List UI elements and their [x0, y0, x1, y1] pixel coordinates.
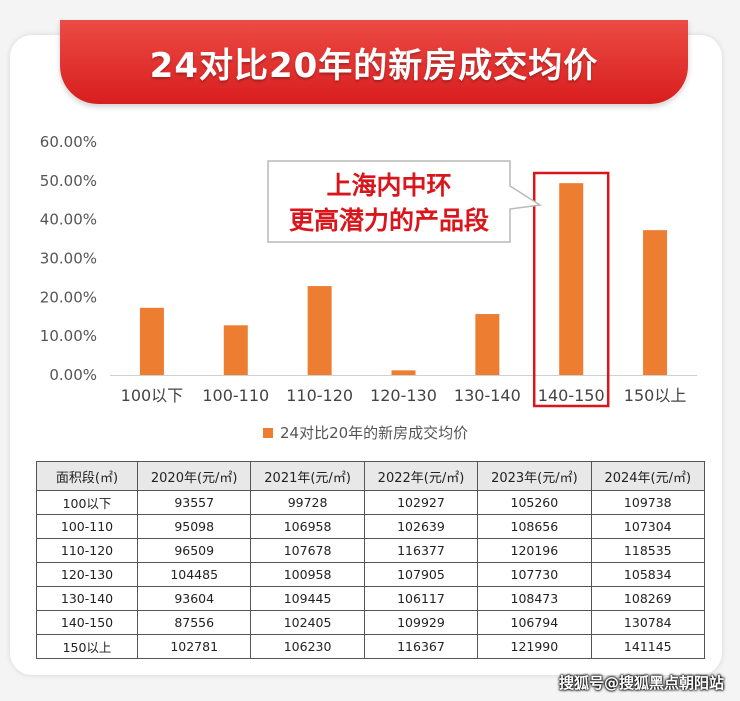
table-cell: 120196	[477, 538, 592, 563]
table-cell: 118535	[590, 538, 706, 563]
y-tick-label: 10.00%	[40, 327, 97, 345]
table-cell: 100以下	[36, 490, 138, 515]
table-cell: 141145	[590, 634, 706, 659]
y-tick-label: 20.00%	[40, 288, 97, 306]
table-cell: 99728	[250, 490, 365, 515]
table-row: 120-130 104485 100958 107905 107730 105834	[36, 562, 706, 587]
x-tick-label: 100-110	[202, 386, 269, 405]
y-tick-label: 50.00%	[40, 172, 97, 190]
table-cell: 93604	[136, 586, 252, 611]
table-cell: 96509	[136, 538, 252, 563]
table-cell: 100958	[250, 562, 365, 587]
table-cell: 104485	[136, 562, 252, 587]
highlight-frame	[532, 171, 610, 408]
x-tick-label: 110-120	[286, 386, 353, 405]
price-table: 面积段(㎡) 2020年(元/㎡) 2021年(元/㎡) 2022年(元/㎡) …	[36, 461, 706, 659]
legend-label: 24对比20年的新房成交均价	[280, 424, 468, 442]
table-row: 100-110 95098 106958 102639 108656 107304	[36, 514, 706, 539]
table-cell: 87556	[136, 610, 252, 635]
table-cell: 102405	[250, 610, 365, 635]
x-tick-label: 150以上	[624, 386, 687, 405]
legend-swatch	[263, 428, 273, 438]
table-cell: 106958	[250, 514, 365, 539]
bar	[559, 183, 584, 375]
table-row: 150以上 102781 106230 116367 121990 141145	[36, 634, 706, 659]
bar	[223, 325, 248, 375]
table-cell: 109445	[250, 586, 365, 611]
table-cell: 106794	[477, 610, 592, 635]
table-cell: 120-130	[36, 562, 138, 587]
table-cell: 109738	[590, 490, 706, 515]
table-row: 130-140 93604 109445 106117 108473 108269	[36, 586, 706, 611]
table-cell: 107905	[363, 562, 479, 587]
callout-bubble	[267, 160, 543, 243]
callout-line-2: 更高潜力的产品段	[289, 206, 489, 235]
table-header-cell: 2024年(元/㎡)	[590, 461, 706, 491]
watermark: 搜狐号@搜狐黑点朝阳站	[558, 674, 724, 692]
callout-line-1: 上海内中环	[326, 171, 451, 200]
table-cell: 108473	[477, 586, 592, 611]
bar	[139, 307, 164, 375]
table-row: 140-150 87556 102405 109929 106794 130784	[36, 610, 706, 635]
table-cell: 150以上	[36, 634, 138, 659]
table-header-cell: 面积段(㎡)	[36, 461, 138, 491]
table-cell: 105834	[590, 562, 706, 587]
table-cell: 109929	[363, 610, 479, 635]
table-cell: 106230	[250, 634, 365, 659]
table-cell: 102781	[136, 634, 252, 659]
table-cell: 102639	[363, 514, 479, 539]
table-cell: 93557	[136, 490, 252, 515]
x-tick-label: 130-140	[454, 386, 521, 405]
chart-title: 24对比20年的新房成交均价	[149, 45, 599, 86]
bar	[307, 286, 332, 375]
y-tick-label: 60.00%	[40, 133, 97, 151]
table-header-cell: 2023年(元/㎡)	[477, 461, 592, 491]
table-header-row: 面积段(㎡) 2020年(元/㎡) 2021年(元/㎡) 2022年(元/㎡) …	[36, 461, 706, 491]
table-cell: 130784	[590, 610, 706, 635]
y-tick-label: 30.00%	[40, 250, 97, 268]
x-tick-label: 120-130	[370, 386, 437, 405]
table-cell: 110-120	[36, 538, 138, 563]
table-cell: 107730	[477, 562, 592, 587]
table-cell: 106117	[363, 586, 479, 611]
y-tick-label: 0.00%	[49, 366, 97, 384]
table-header-cell: 2022年(元/㎡)	[363, 461, 479, 491]
table-cell: 105260	[477, 490, 592, 515]
table-cell: 108656	[477, 514, 592, 539]
table-cell: 108269	[590, 586, 706, 611]
bar	[391, 370, 416, 375]
y-tick-label: 40.00%	[40, 211, 97, 229]
table-cell: 102927	[363, 490, 479, 515]
bar	[475, 314, 500, 375]
table-cell: 116377	[363, 538, 479, 563]
x-tick-label: 140-150	[538, 386, 605, 405]
title-banner: 24对比20年的新房成交均价	[60, 20, 688, 104]
bar	[643, 230, 668, 375]
bar-chart: 0.00% 10.00% 20.00% 30.00% 40.00% 50.00% 60.00…	[40, 133, 697, 442]
table-cell: 121990	[477, 634, 592, 659]
table-header-cell: 2020年(元/㎡)	[136, 461, 252, 491]
x-tick-label: 100以下	[121, 386, 184, 405]
table-row: 110-120 96509 107678 116377 120196 118535	[36, 538, 706, 563]
table-row: 100以下 93557 99728 102927 105260 109738	[36, 490, 706, 515]
table-cell: 100-110	[36, 514, 138, 539]
table-cell: 107304	[590, 514, 706, 539]
table-cell: 95098	[136, 514, 252, 539]
table-cell: 116367	[363, 634, 479, 659]
table-header-cell: 2021年(元/㎡)	[250, 461, 365, 491]
table-cell: 107678	[250, 538, 365, 563]
table-cell: 130-140	[36, 586, 138, 611]
table-cell: 140-150	[36, 610, 138, 635]
